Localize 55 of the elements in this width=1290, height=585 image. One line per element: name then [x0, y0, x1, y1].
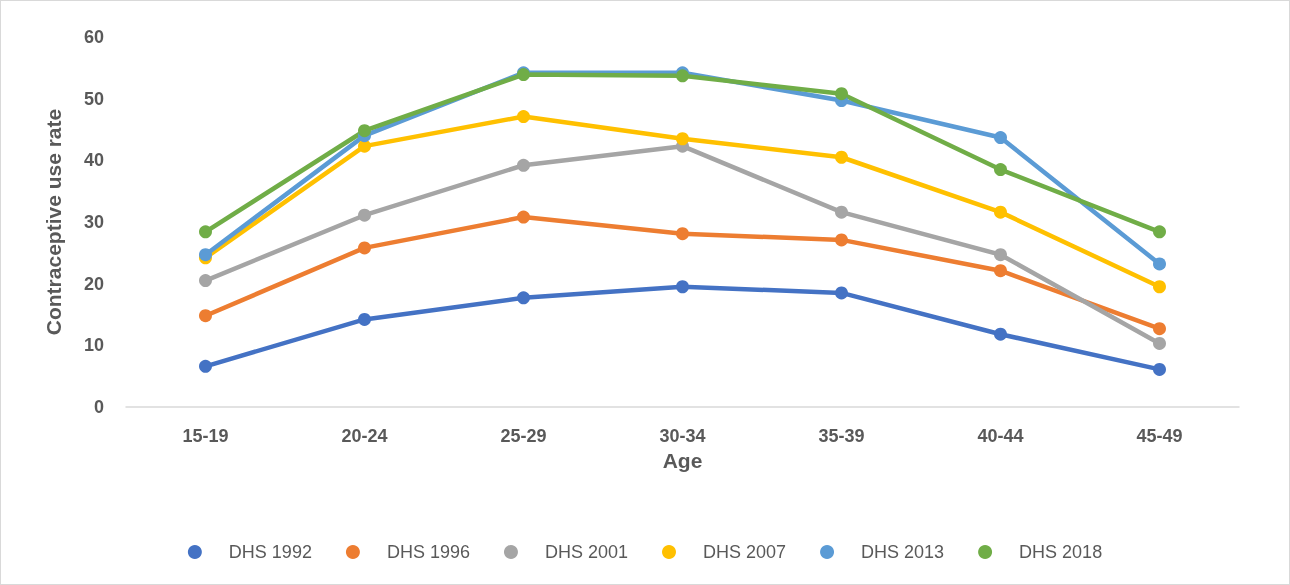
y-tick-label: 40: [83, 150, 104, 171]
x-tick-label: 30-34: [659, 426, 706, 446]
y-axis-title: Contraceptive use rate: [42, 108, 65, 336]
point: [358, 312, 371, 326]
point: [358, 124, 371, 138]
point: [994, 264, 1007, 278]
y-tick-label: 50: [83, 88, 104, 109]
point: [994, 131, 1007, 145]
point: [1153, 225, 1166, 239]
point: [835, 150, 848, 164]
point: [358, 139, 371, 153]
x-tick-label: 40-44: [977, 426, 1024, 446]
x-tick-label: 35-39: [818, 426, 865, 446]
point: [517, 158, 530, 172]
point: [835, 286, 848, 300]
y-tick-label: 20: [83, 273, 104, 294]
point: [994, 248, 1007, 262]
y-tick-label: 60: [83, 27, 104, 47]
point: [1153, 280, 1166, 294]
legend-label: DHS 2013: [861, 542, 945, 562]
y-tick-label: 0: [93, 397, 104, 417]
point: [517, 210, 530, 224]
y-tick-label: 30: [83, 212, 104, 232]
x-tick-label: 25-29: [500, 426, 547, 446]
point: [1153, 257, 1166, 271]
point: [676, 227, 689, 241]
point: [994, 163, 1007, 177]
point: [517, 110, 530, 124]
point: [835, 233, 848, 247]
point: [835, 205, 848, 219]
point: [994, 205, 1007, 219]
point: [676, 132, 689, 146]
point: [199, 225, 212, 239]
legend-label: DHS 1992: [228, 542, 312, 562]
point: [199, 309, 212, 323]
legend-label: DHS 2007: [703, 542, 787, 562]
x-axis-title: Age: [662, 449, 703, 472]
point: [199, 274, 212, 288]
point: [1153, 362, 1166, 376]
x-tick-label: 45-49: [1136, 426, 1183, 446]
point: [358, 241, 371, 255]
point: [358, 208, 371, 222]
point: [835, 87, 848, 101]
point: [994, 327, 1007, 341]
legend-label: DHS 2001: [544, 542, 629, 562]
point: [676, 280, 689, 294]
legend-label: DHS 2018: [1019, 542, 1103, 562]
legend-label: DHS 1996: [386, 542, 470, 562]
point: [1153, 322, 1166, 336]
x-tick-label: 20-24: [341, 426, 388, 446]
point: [517, 291, 530, 305]
y-tick-label: 10: [83, 335, 104, 356]
point: [199, 359, 212, 373]
point: [1153, 336, 1166, 350]
x-tick-label: 15-19: [182, 426, 229, 446]
